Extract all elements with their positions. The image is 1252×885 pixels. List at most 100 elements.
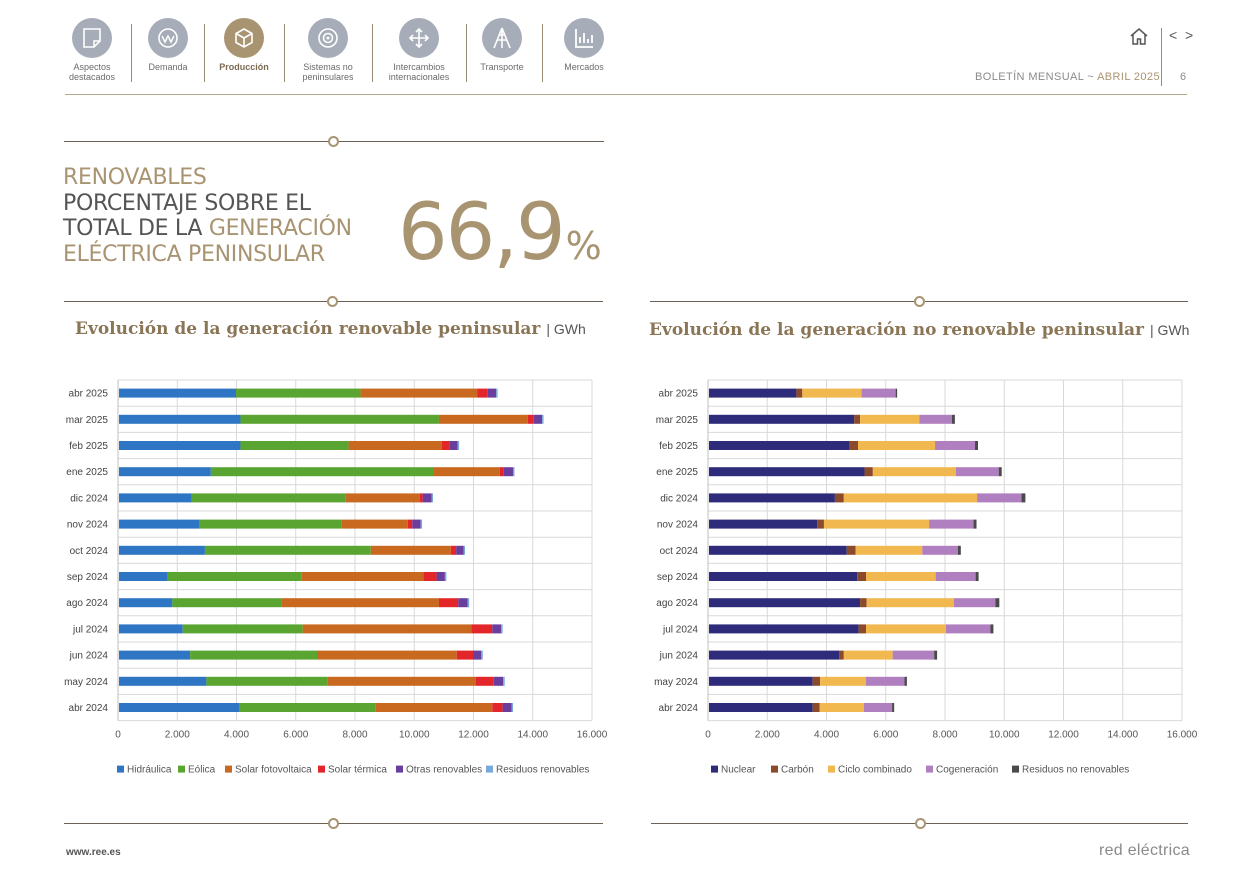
renewable-category-label: abr 2025: [69, 389, 109, 400]
renewable-x-tick-label: 6.000: [283, 730, 308, 741]
renewable-bar-segment: [433, 467, 500, 477]
nonrenewable-bar-segment: [817, 519, 824, 529]
nav-item-aspectos-destacados[interactable]: Aspectos destacados: [55, 16, 129, 82]
nonrenewable-legend-swatch: [926, 765, 933, 773]
page-number: 6: [1180, 71, 1187, 83]
renewable-bar-segment: [119, 703, 239, 712]
ornament-rule: [650, 296, 1188, 307]
nav-item-sistemas-no-peninsulares[interactable]: Sistemas no peninsulares: [291, 16, 365, 82]
renewable-bar-segment: [360, 388, 478, 398]
renewable-bar-segment: [281, 598, 439, 608]
nonrenewable-bar-segment: [843, 650, 893, 660]
nonrenewable-x-tick-label: 6.000: [873, 730, 898, 741]
nonrenewable-bar-segment: [866, 572, 936, 581]
nonrenewable-legend-label: Ciclo combinado: [838, 765, 912, 776]
nonrenewable-bar-segment: [709, 545, 847, 555]
nonrenewable-x-tick-label: 12.000: [1048, 730, 1079, 741]
nonrenewable-bar-segment: [709, 388, 797, 398]
nonrenewable-bar-segment: [977, 493, 1022, 503]
nonrenewable-legend-swatch: [711, 765, 718, 773]
nonrenewable-bar-segment: [858, 441, 936, 450]
ornament-rule: [64, 136, 604, 147]
nav-item-mercados[interactable]: Mercados: [549, 16, 619, 72]
renewable-legend-swatch: [318, 765, 325, 773]
share-number: 66,9: [398, 188, 566, 278]
nonrenewable-bar-segment: [819, 703, 864, 712]
nonrenewable-x-tick-label: 2.000: [755, 730, 780, 741]
nonrenewable-bar-segment: [709, 650, 840, 660]
nonrenewable-bar-segment: [820, 676, 867, 686]
renewable-legend-label: Solar térmica: [328, 765, 387, 776]
nav-divider: [284, 24, 285, 82]
nonrenewable-bar-segment: [796, 388, 803, 398]
renewable-bar-segment: [475, 676, 494, 686]
renewable-bar-segment: [206, 676, 328, 686]
ornament-dot: [328, 136, 339, 147]
nonrenewable-legend-label: Residuos no renovables: [1022, 765, 1129, 776]
ornament-dot: [328, 818, 339, 829]
nonrenewable-bar-segment: [866, 676, 905, 686]
nonrenewable-bar-segment: [935, 572, 976, 581]
renewable-x-tick-label: 10.000: [399, 730, 430, 741]
nonrenewable-x-tick-label: 8.000: [932, 730, 957, 741]
renewable-bar-segment: [477, 388, 488, 398]
nonrenewable-bar-segment: [709, 414, 855, 424]
nonrenewable-category-label: feb 2025: [659, 441, 698, 452]
renewable-bar-segment: [119, 572, 167, 581]
nav-label: Sistemas no peninsulares: [302, 62, 354, 82]
nav-item-demanda[interactable]: Demanda: [137, 16, 199, 72]
renewable-x-tick-label: 14.000: [517, 730, 548, 741]
renewable-bar-segment: [407, 519, 413, 529]
bulletin-month: ABRIL 2025: [1097, 71, 1160, 83]
renewable-bar-segment: [450, 545, 457, 555]
renewable-legend-swatch: [396, 765, 403, 773]
nav-label: Mercados: [564, 62, 604, 72]
renewable-bar-segment: [412, 519, 421, 529]
nonrenewable-bar-segment: [892, 650, 935, 660]
prev-page-button[interactable]: <: [1169, 27, 1178, 43]
home-icon[interactable]: [1129, 26, 1149, 46]
nonrenewable-bar-segment: [860, 414, 920, 424]
nonrenewable-chart-title: Evolución de la generación no renovable …: [649, 320, 1189, 340]
nav-divider: [372, 24, 373, 82]
renewable-bar-segment: [503, 676, 505, 686]
renewable-bar-segment: [302, 624, 472, 634]
renewable-bar-segment: [317, 650, 457, 660]
nonrenewable-bar-segment: [709, 598, 861, 608]
ornament-dot: [327, 296, 338, 307]
next-page-button[interactable]: >: [1185, 27, 1194, 43]
ornament-rule: [64, 818, 603, 829]
renewable-legend-swatch: [225, 765, 232, 773]
renewable-bar-segment: [119, 519, 199, 529]
nonrenewable-bar-segment: [843, 493, 978, 503]
nonrenewable-bar-segment: [957, 545, 961, 555]
nonrenewable-bar-segment: [849, 441, 859, 450]
nonrenewable-bar-segment: [866, 598, 954, 608]
nonrenewable-bar-segment: [854, 414, 861, 424]
nav-label: Demanda: [148, 62, 188, 72]
renewable-bar-segment: [513, 467, 515, 477]
renewable-bar-segment: [341, 519, 408, 529]
renewable-bar-segment: [240, 414, 439, 424]
renewable-category-label: mar 2025: [66, 415, 109, 426]
renewable-bar-segment: [419, 493, 423, 503]
footer-url[interactable]: www.ree.es: [66, 847, 121, 858]
header-divider: [1161, 28, 1162, 86]
ornament-dot: [914, 296, 925, 307]
renewable-legend-label: Eólica: [188, 765, 216, 776]
renewable-category-label: may 2024: [64, 677, 108, 688]
renewable-category-label: ago 2024: [66, 598, 108, 609]
nonrenewable-bar-segment: [860, 598, 867, 608]
renewable-bar-segment: [119, 388, 237, 398]
title-line-3-dark: TOTAL DE LA: [63, 216, 209, 241]
renewable-bar-segment: [119, 676, 207, 686]
nonrenewable-bar-segment: [990, 624, 994, 634]
nonrenewable-category-label: mar 2025: [656, 415, 699, 426]
nav-item-transporte[interactable]: Transporte: [473, 16, 531, 72]
nav-item-intercambios-internacionales[interactable]: Intercambios internacionales: [379, 16, 459, 82]
nonrenewable-bar-segment: [946, 624, 991, 634]
renewable-legend-swatch: [117, 765, 124, 773]
renewable-bar-segment: [119, 441, 241, 450]
bar-chart-icon: [564, 18, 604, 58]
nav-item-produccion[interactable]: Producción: [211, 16, 277, 72]
